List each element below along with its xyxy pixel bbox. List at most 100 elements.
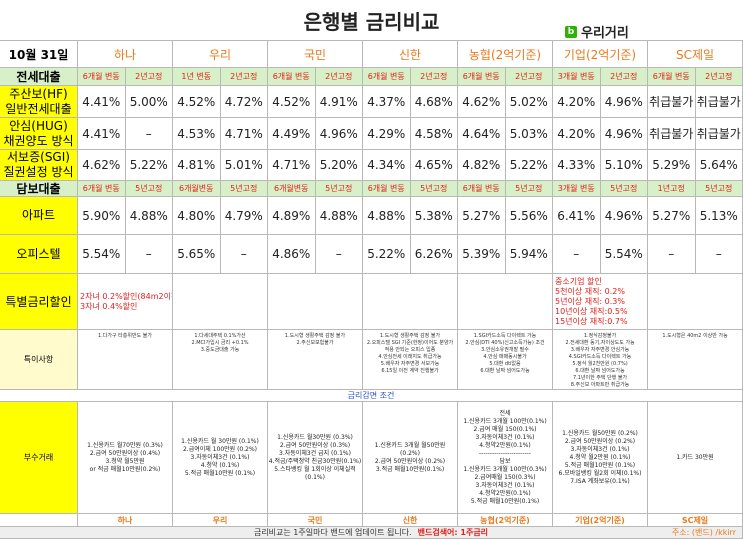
extra-text: 2.급여 매월 150(0.1%): [473, 425, 537, 433]
rate: 5.94%: [509, 247, 548, 261]
notes-text: 6.대환 날짜 넘어도가능: [575, 368, 625, 374]
sub-header-text: 1년 변동: [181, 72, 212, 81]
notes-cell: 1.도시형 생활주택 감정 불가 2.주신보보험불가: [268, 330, 363, 390]
extra-cell: 1.신용카드 월70만원 (0.3%) 2.급여 50만원이상 (0.4%) 3.청…: [78, 402, 173, 514]
rate-cell: 5.27%: [458, 197, 506, 235]
sub-header: 2년고정: [315, 68, 363, 86]
rate-cell: 5.10%: [600, 150, 648, 181]
rate-cell: 5.27%: [648, 197, 696, 235]
title: 은행별 금리비교: [303, 10, 440, 34]
bank-header: SC제일: [648, 40, 743, 68]
rate-cell: 5.22%: [505, 150, 553, 181]
rate-cell: 취급불가: [648, 118, 696, 150]
rate-cell: 4.52%: [173, 86, 221, 118]
rate-cell: 취급불가: [695, 118, 743, 150]
rate: 4.68%: [414, 94, 453, 109]
rate: 4.49%: [272, 126, 311, 141]
row-label: 부수거래: [0, 402, 78, 514]
rate: 5.01%: [224, 158, 263, 172]
rate-cell: 5.94%: [505, 235, 553, 274]
rate: 4.88%: [367, 208, 406, 223]
footer-notice: 금리비교는 1주일마다 밴드에 업데이트 됩니다.: [253, 528, 412, 537]
discount-cell: [363, 274, 458, 330]
bank-header: 우리: [173, 40, 268, 68]
condition-title: 금리감면 조건: [347, 391, 395, 400]
discount-text: 2자녀 0.2%할인(84m2이하): [80, 291, 173, 301]
rate-cell: 5.03%: [505, 118, 553, 150]
extra-text: 6.모바일뱅킹 월2회 이체(0.1%): [558, 469, 642, 477]
rate-cell: 5.39%: [458, 235, 506, 274]
rate: 4.82%: [462, 158, 501, 172]
rate: 4.79%: [224, 208, 263, 223]
rate: 5.56%: [509, 208, 548, 223]
section-title: 전세대출: [16, 70, 61, 84]
rate-cell: 4.89%: [268, 197, 316, 235]
rate: 4.37%: [367, 94, 406, 109]
sub-header-text: 6개월 변동: [462, 184, 500, 193]
notes-cell: 1.다가구 타층위반도 불가: [78, 330, 173, 390]
row-label-text: 일반전세대출: [5, 101, 72, 116]
sub-header-text: 3개월 변동: [557, 72, 595, 81]
rate-cell: 5.56%: [505, 197, 553, 235]
rate: 4.33%: [557, 158, 596, 172]
bank-name: 신한: [398, 47, 422, 62]
row-label-text: 주산보(HF): [9, 86, 68, 101]
extra-text: 3.자동이체3건 (0.1%): [475, 481, 535, 489]
rate-cell: 4.82%: [458, 150, 506, 181]
extra-text: 1.신용카드 월50만원 (0.2%): [562, 429, 638, 437]
rate-cell: 4.80%: [173, 197, 221, 235]
sub-header: 5년고정: [695, 181, 743, 197]
bank-name: 기업(2억기준): [575, 515, 625, 525]
sub-header-text: 2년고정: [610, 72, 638, 81]
rate: 4.71%: [272, 158, 311, 172]
rate: 5.39%: [462, 247, 501, 261]
extra-text: 4.청약2만원(0.1%): [479, 441, 531, 449]
sub-header: 6개월 변동: [268, 68, 316, 86]
sub-header: 6개월 변동: [363, 68, 411, 86]
notes-text: 4.SGI카드소득 다이렉트 가능: [568, 354, 632, 360]
rate: –: [573, 247, 580, 261]
rate: 4.96%: [604, 208, 643, 223]
notes-text: 8.주신보 아파트만 취급가능: [570, 382, 630, 388]
notes-text: 2.주신보보험불가: [296, 340, 334, 346]
extra-text: 1.신용카드 월70만원 (0.3%): [87, 441, 163, 449]
rate-cell: 5.64%: [695, 150, 743, 181]
extra-text: 2.급여 50만원이상 (0.2%): [374, 457, 446, 465]
rate: –: [145, 247, 152, 261]
rate: 4.88%: [129, 208, 168, 223]
rate: 취급불가: [649, 95, 694, 109]
sub-header-text: 6개월 변동: [82, 184, 120, 193]
extra-text: 3.자동이체3건 (0.1%): [190, 453, 250, 461]
sub-header: 6개월변동: [173, 181, 221, 197]
rate-cell: 5.90%: [78, 197, 126, 235]
section-label: 전세대출: [0, 68, 78, 86]
logo: b 우리거리: [565, 22, 629, 41]
rate: 4.81%: [177, 158, 216, 172]
logo-text: 우리거리: [581, 26, 629, 41]
notes-text: 2.안심(DTI 40%)신고소득가능) 조건: [465, 340, 545, 346]
extra-text: 2.급여 50만원이상 (0.4%): [89, 449, 161, 457]
rate: 4.91%: [319, 94, 358, 109]
notes-text: 5.대환 dti없음: [489, 361, 521, 367]
rate: 4.20%: [557, 94, 596, 109]
footer-address: 주소: (밴드) /kkirr: [671, 528, 736, 537]
notes-cell: 1.SGI카드소득 다이렉트 가능 2.안심(DTI 40%)신고소득가능) 조건…: [458, 330, 553, 390]
extra-text: (0.1%): [305, 473, 325, 481]
rate: 4.29%: [367, 126, 406, 141]
sub-header-text: 6개월 변동: [462, 72, 500, 81]
extra-cell: 1.신용카드 월30만원 (0.3%) 2.급여 50만원이상 (0.3%) 3.자…: [268, 402, 363, 514]
rate: 4.89%: [272, 208, 311, 223]
footer-search: 밴드검색어: 1주금리: [417, 528, 489, 537]
notes-text: 2.MCI가입시 금리 +0.1%: [191, 340, 249, 346]
notes-text: 1.다가구 타층위반도 불가: [98, 333, 152, 339]
row-label-text: 특별금리할인: [5, 295, 72, 309]
extra-cell: 1.신용카드 월 30만원 (0.1%) 2.급여이체 100만원 (0.2%) 3…: [173, 402, 268, 514]
notes-text: 6.15일 이전 계약 진행불가: [381, 368, 439, 374]
sub-header-text: 5년고정: [610, 184, 638, 193]
row-label-text: 안심(HUG): [9, 118, 68, 133]
extra-text: 1.신용카드 월30만원 (0.3%): [277, 433, 353, 441]
extra-text: 5.적금 매월10만원 (0.1%): [184, 469, 256, 477]
bank-name: 하나: [117, 515, 133, 525]
rate-cell: 4.81%: [173, 150, 221, 181]
sub-header: 1년 변동: [173, 68, 221, 86]
